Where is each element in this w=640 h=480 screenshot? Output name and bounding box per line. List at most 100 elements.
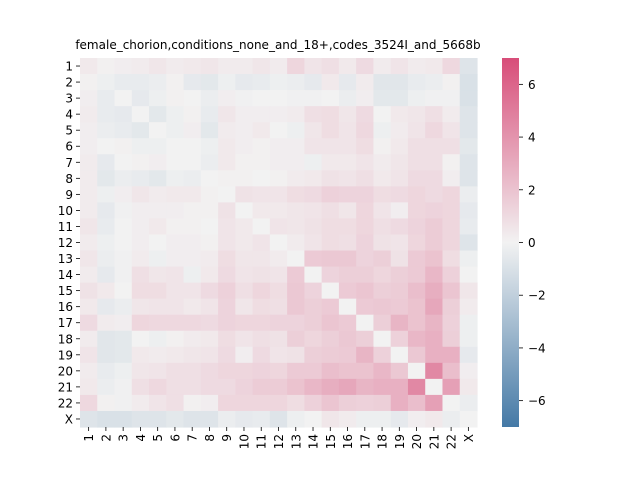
heatmap-cell	[149, 378, 167, 396]
heatmap-cell	[235, 234, 254, 252]
heatmap-cell	[218, 202, 236, 220]
heatmap-cell	[97, 202, 116, 220]
heatmap-cell	[183, 266, 202, 284]
heatmap-cell	[338, 282, 357, 300]
heatmap-cell	[252, 218, 271, 236]
heatmap-cell	[218, 106, 236, 123]
colorbar-tick-label: 6	[528, 78, 536, 92]
heatmap-cell	[235, 90, 254, 107]
heatmap-cell	[425, 250, 444, 268]
heatmap-cell	[166, 298, 185, 316]
heatmap-cell	[304, 378, 323, 396]
heatmap-cell	[183, 362, 202, 380]
heatmap-cell	[459, 170, 478, 187]
heatmap-cell	[131, 74, 150, 91]
heatmap-cell	[97, 378, 116, 396]
heatmap-cell	[200, 154, 219, 171]
heatmap-cell	[97, 106, 116, 123]
heatmap-cell	[442, 378, 461, 396]
heatmap-cell	[442, 186, 461, 203]
heatmap-cell	[287, 138, 305, 155]
heatmap-cell	[321, 266, 340, 284]
colorbar-tick-label: −4	[528, 341, 546, 355]
heatmap-cell	[321, 218, 340, 236]
heatmap-cell	[252, 58, 271, 75]
heatmap-cell	[304, 410, 323, 428]
heatmap-cell	[183, 298, 202, 316]
heatmap-cell	[252, 282, 271, 300]
heatmap-cell	[97, 122, 116, 139]
heatmap-cell	[269, 90, 288, 107]
y-tick-label: 6	[65, 140, 73, 154]
heatmap-cell	[183, 58, 202, 75]
heatmap-cell	[235, 58, 254, 75]
y-tick-label: 3	[65, 92, 73, 106]
y-tick-label: 4	[65, 108, 73, 122]
heatmap-cell	[407, 266, 426, 284]
heatmap-cell	[131, 282, 150, 300]
heatmap-cell	[390, 330, 409, 348]
heatmap-cell	[80, 250, 98, 268]
y-tick-label: 11	[58, 220, 73, 234]
heatmap-cell	[131, 346, 150, 364]
heatmap-cell	[269, 234, 288, 252]
heatmap-cell	[338, 266, 357, 284]
heatmap-cell	[269, 330, 288, 348]
heatmap-cell	[235, 378, 254, 396]
heatmap-cell	[235, 106, 254, 123]
heatmap-cell	[166, 330, 185, 348]
heatmap-cell	[269, 346, 288, 364]
heatmap-cell	[97, 250, 116, 268]
heatmap-cell	[459, 298, 478, 316]
heatmap-cell	[407, 234, 426, 252]
heatmap-cell	[97, 58, 116, 75]
heatmap-cell	[80, 170, 98, 187]
heatmap-cell	[114, 298, 133, 316]
heatmap-cell	[200, 74, 219, 91]
heatmap-cell	[287, 410, 305, 428]
colorbar-tick-label: −6	[528, 394, 546, 408]
heatmap-cell	[183, 250, 202, 268]
heatmap-cell	[183, 138, 202, 155]
heatmap-cell	[269, 250, 288, 268]
heatmap-cell	[321, 314, 340, 332]
x-tick-label: 5	[151, 434, 165, 442]
heatmap-cell	[252, 250, 271, 268]
heatmap-cell	[235, 282, 254, 300]
heatmap-cell	[304, 90, 323, 107]
heatmap-cell	[321, 154, 340, 171]
heatmap-cell	[373, 90, 392, 107]
heatmap-cell	[338, 202, 357, 220]
heatmap-cell	[218, 298, 236, 316]
heatmap-cell	[425, 122, 444, 139]
heatmap-cell	[149, 362, 167, 380]
x-tick-label: 15	[324, 434, 338, 449]
heatmap-cell	[321, 106, 340, 123]
heatmap-cell	[200, 266, 219, 284]
heatmap-cell	[338, 362, 357, 380]
heatmap-cell	[114, 410, 133, 428]
y-tick-label: 8	[65, 172, 73, 186]
heatmap-cell	[459, 266, 478, 284]
heatmap-cell	[200, 330, 219, 348]
heatmap-cell	[80, 234, 98, 252]
heatmap-cell	[459, 410, 478, 428]
heatmap-cell	[269, 122, 288, 139]
heatmap-cell	[390, 154, 409, 171]
heatmap-cell	[269, 378, 288, 396]
heatmap-cell	[131, 218, 150, 236]
heatmap-cell	[183, 378, 202, 396]
heatmap-cell	[166, 170, 185, 187]
heatmap-cell	[80, 314, 98, 332]
heatmap-cell	[338, 74, 357, 91]
heatmap-cell	[442, 58, 461, 75]
heatmap-cell	[442, 170, 461, 187]
heatmap-cell	[425, 154, 444, 171]
heatmap-cell	[149, 266, 167, 284]
heatmap-cell	[425, 362, 444, 380]
heatmap-cell	[442, 74, 461, 91]
heatmap-cell	[166, 266, 185, 284]
x-tick-label: 4	[134, 434, 148, 442]
y-tick-label: 5	[65, 124, 73, 138]
heatmap-cell	[321, 234, 340, 252]
